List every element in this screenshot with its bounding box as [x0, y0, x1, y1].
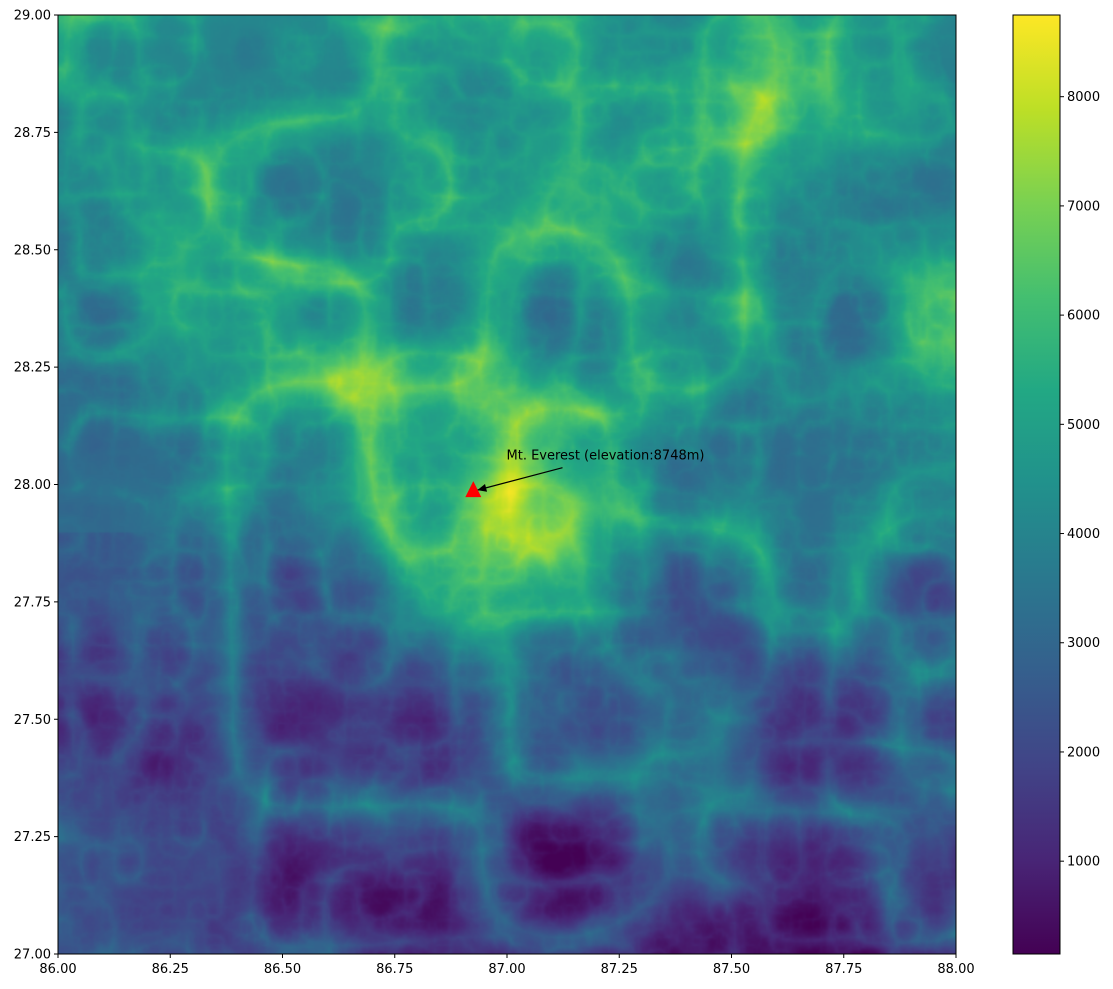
- x-tick-label: 86.75: [376, 962, 413, 977]
- annotation-arrow: [477, 467, 563, 491]
- elevation-map: [58, 15, 956, 954]
- colorbar-tick-label: 3000: [1067, 636, 1100, 651]
- y-tick-label: 28.50: [14, 243, 51, 258]
- colorbar-tick-label: 5000: [1067, 418, 1100, 433]
- colorbar-ticks: 1000 2000 3000 4000 5000 6000 7000 8000: [1060, 90, 1100, 870]
- colorbar-tick-label: 8000: [1067, 90, 1100, 105]
- x-tick-label: 86.00: [39, 962, 76, 977]
- annotation-layer: Mt. Everest (elevation:8748m): [465, 449, 705, 498]
- colorbar-tick-label: 4000: [1067, 527, 1100, 542]
- x-tick-label: 86.50: [264, 962, 301, 977]
- x-tick-label: 87.00: [488, 962, 525, 977]
- map-plot-area: 86.00 86.25 86.50 86.75 87.00 87.25 87.50 87.75…: [14, 9, 975, 978]
- x-tick-label: 86.25: [152, 962, 189, 977]
- x-tick-label: 87.75: [825, 962, 862, 977]
- y-tick-label: 29.00: [14, 9, 51, 24]
- colorbar-tick-label: 7000: [1067, 199, 1100, 214]
- x-tick-label: 87.25: [601, 962, 638, 977]
- x-tick-label: 87.50: [713, 962, 750, 977]
- annotation-label: Mt. Everest (elevation:8748m): [507, 449, 705, 464]
- mt-everest-marker: [465, 481, 482, 498]
- colorbar: 1000 2000 3000 4000 5000 6000 7000 8000: [1012, 14, 1100, 955]
- x-tick-label: 88.00: [937, 962, 974, 977]
- colorbar-tick-label: 6000: [1067, 309, 1100, 324]
- y-tick-label: 27.25: [14, 830, 51, 845]
- colorbar-tick-label: 2000: [1067, 745, 1100, 760]
- y-tick-label: 28.00: [14, 478, 51, 493]
- colorbar-frame: [1012, 14, 1061, 955]
- elevation-raster: [58, 15, 956, 954]
- y-tick-label: 27.75: [14, 595, 51, 610]
- colorbar-gradient: [1013, 15, 1060, 954]
- annotation-arrow-head: [477, 483, 488, 492]
- y-tick-label: 28.25: [14, 361, 51, 376]
- y-tick-label: 27.50: [14, 713, 51, 728]
- x-axis: 86.00 86.25 86.50 86.75 87.00 87.25 87.50 87.75…: [39, 954, 975, 977]
- y-tick-label: 27.00: [14, 948, 51, 963]
- colorbar-tick-label: 1000: [1067, 855, 1100, 870]
- y-axis: 27.00 27.25 27.50 27.75 28.00 28.25 28.50 28.75…: [14, 9, 58, 963]
- y-tick-label: 28.75: [14, 126, 51, 141]
